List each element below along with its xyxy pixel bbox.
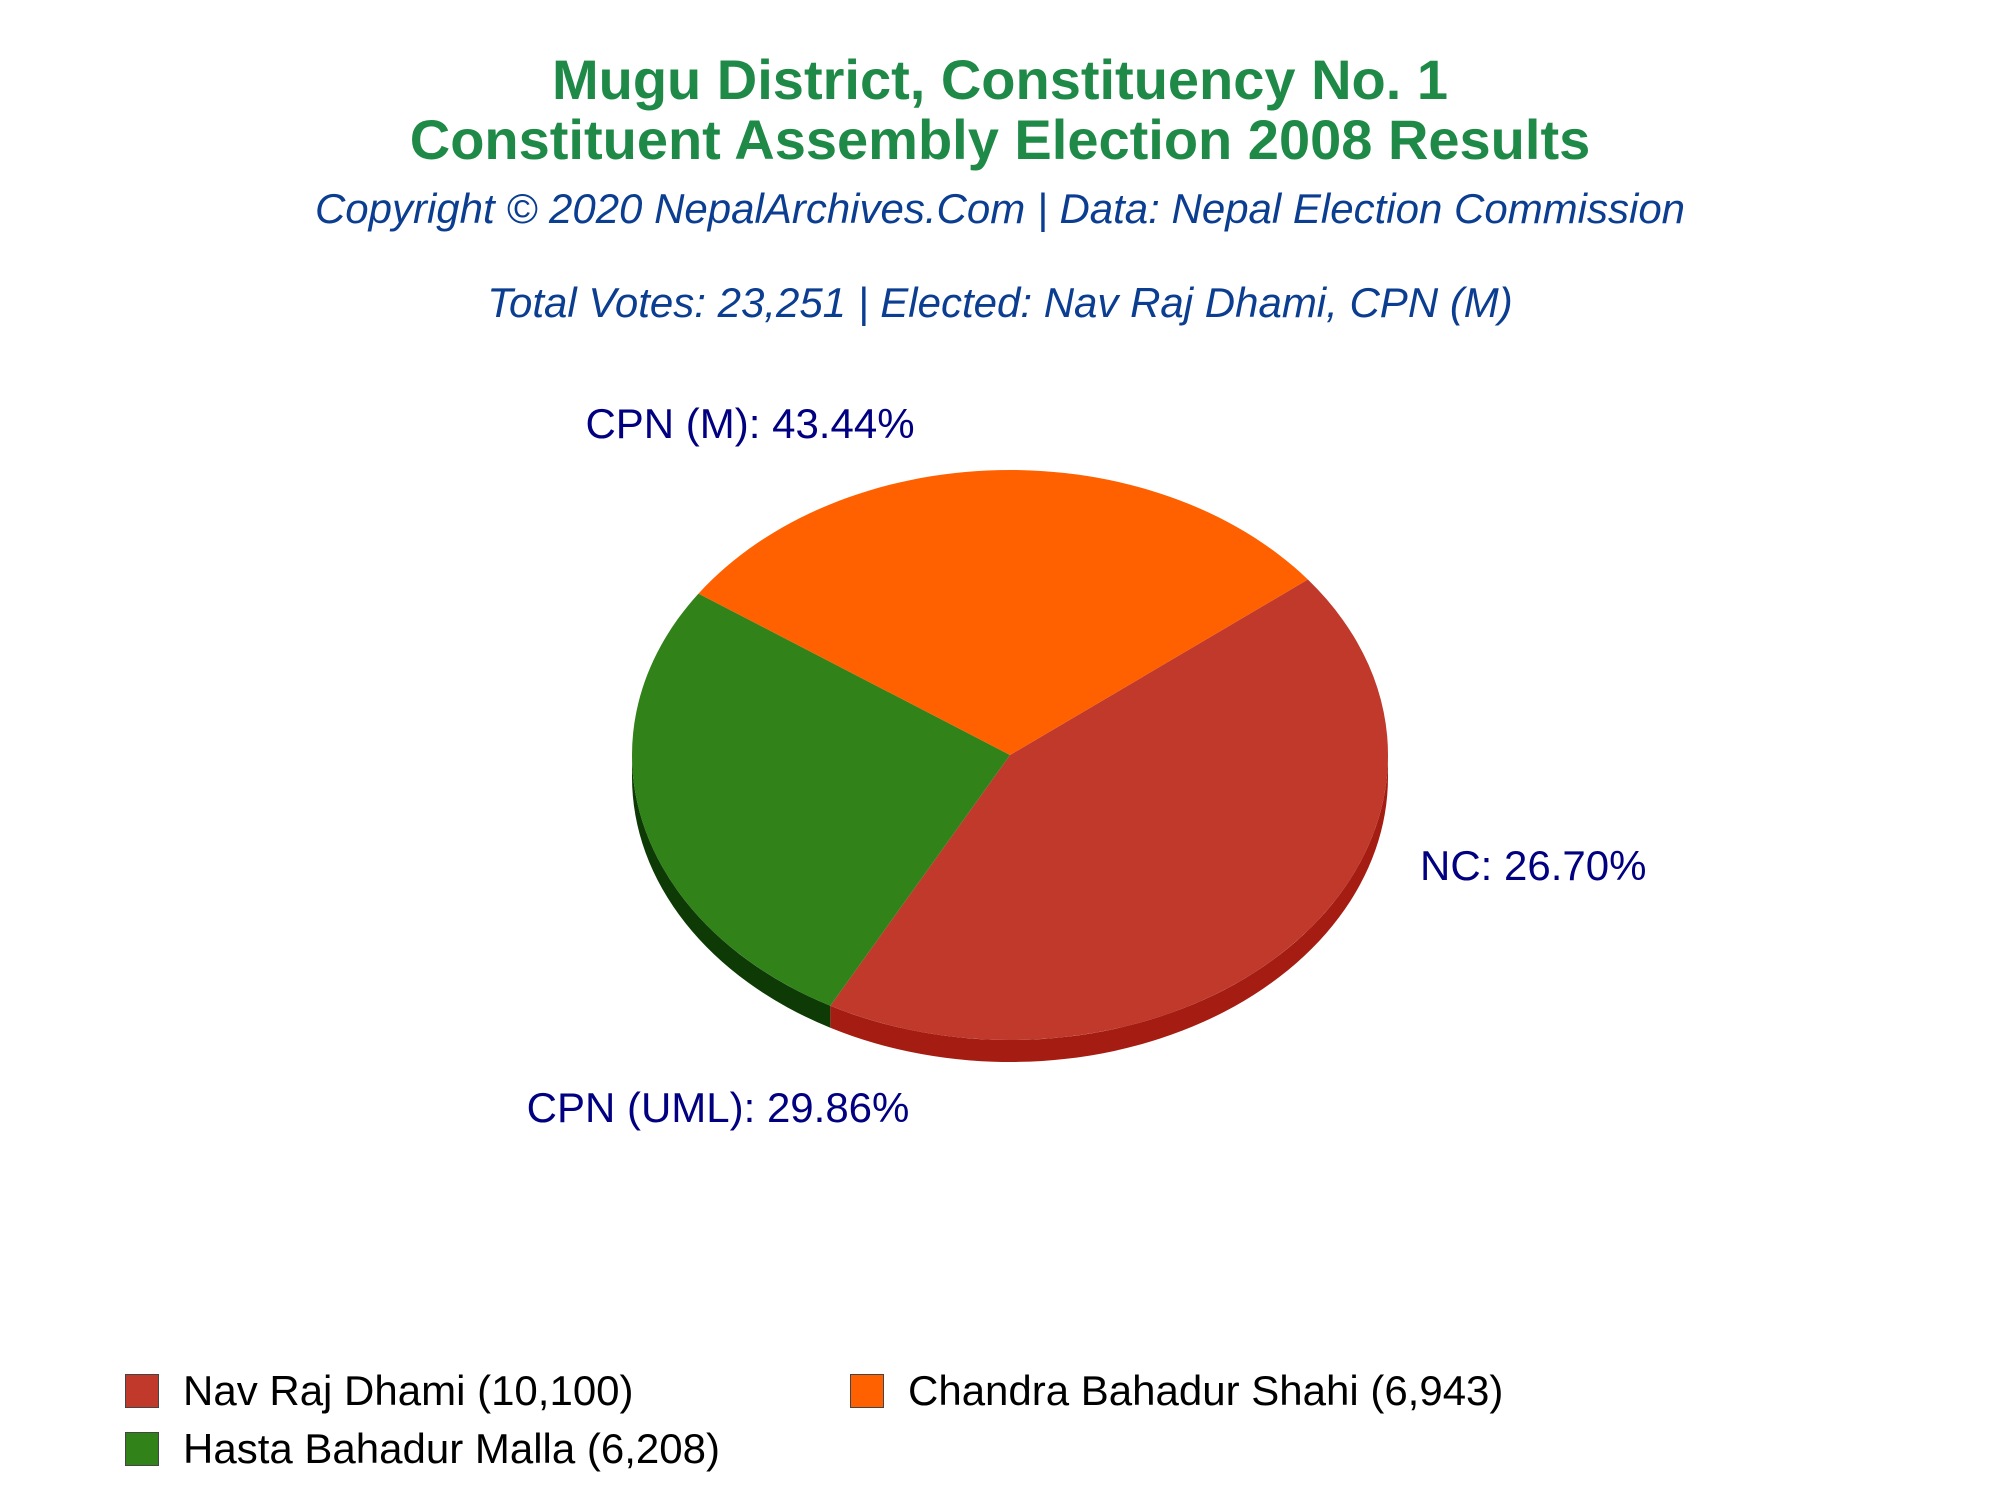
vote-summary: Total Votes: 23,251 | Elected: Nav Raj D… [487,279,1513,326]
slice-label-nc: NC: 26.70% [1420,842,1646,889]
slice-label-cpn-m: CPN (M): 43.44% [585,400,914,447]
chart-subtitle: Constituent Assembly Election 2008 Resul… [409,108,1591,171]
legend-item-cpn-m: Nav Raj Dhami (10,100) [125,1370,634,1412]
pie-slice-cpn-uml [698,470,1308,755]
pie-slice-nc [631,593,1010,1006]
copyright-note: Copyright © 2020 NepalArchives.Com | Dat… [314,185,1686,232]
slice-labels: CPN (M): 43.44% NC: 26.70% CPN (UML): 29.8… [527,400,1647,1131]
legend-swatch [125,1374,159,1408]
legend-label: Nav Raj Dhami (10,100) [183,1367,634,1414]
pie-depth [632,755,1388,1062]
legend-swatch [850,1374,884,1408]
legend: Nav Raj Dhami (10,100) Chandra Bahadur S… [0,1370,2000,1490]
pie-slices [631,470,1388,1041]
pie-slice-cpn-m [830,579,1388,1041]
legend-item-cpn-uml: Chandra Bahadur Shahi (6,943) [850,1370,1503,1412]
legend-label: Hasta Bahadur Malla (6,208) [183,1425,720,1472]
pie-side-nc [632,755,831,1028]
pie-side-cpn-m [830,755,1388,1062]
legend-item-nc: Hasta Bahadur Malla (6,208) [125,1428,720,1470]
slice-label-cpn-uml: CPN (UML): 29.86% [527,1084,910,1131]
chart-title: Mugu District, Constituency No. 1 [551,48,1449,111]
legend-swatch [125,1432,159,1466]
legend-label: Chandra Bahadur Shahi (6,943) [908,1367,1504,1414]
